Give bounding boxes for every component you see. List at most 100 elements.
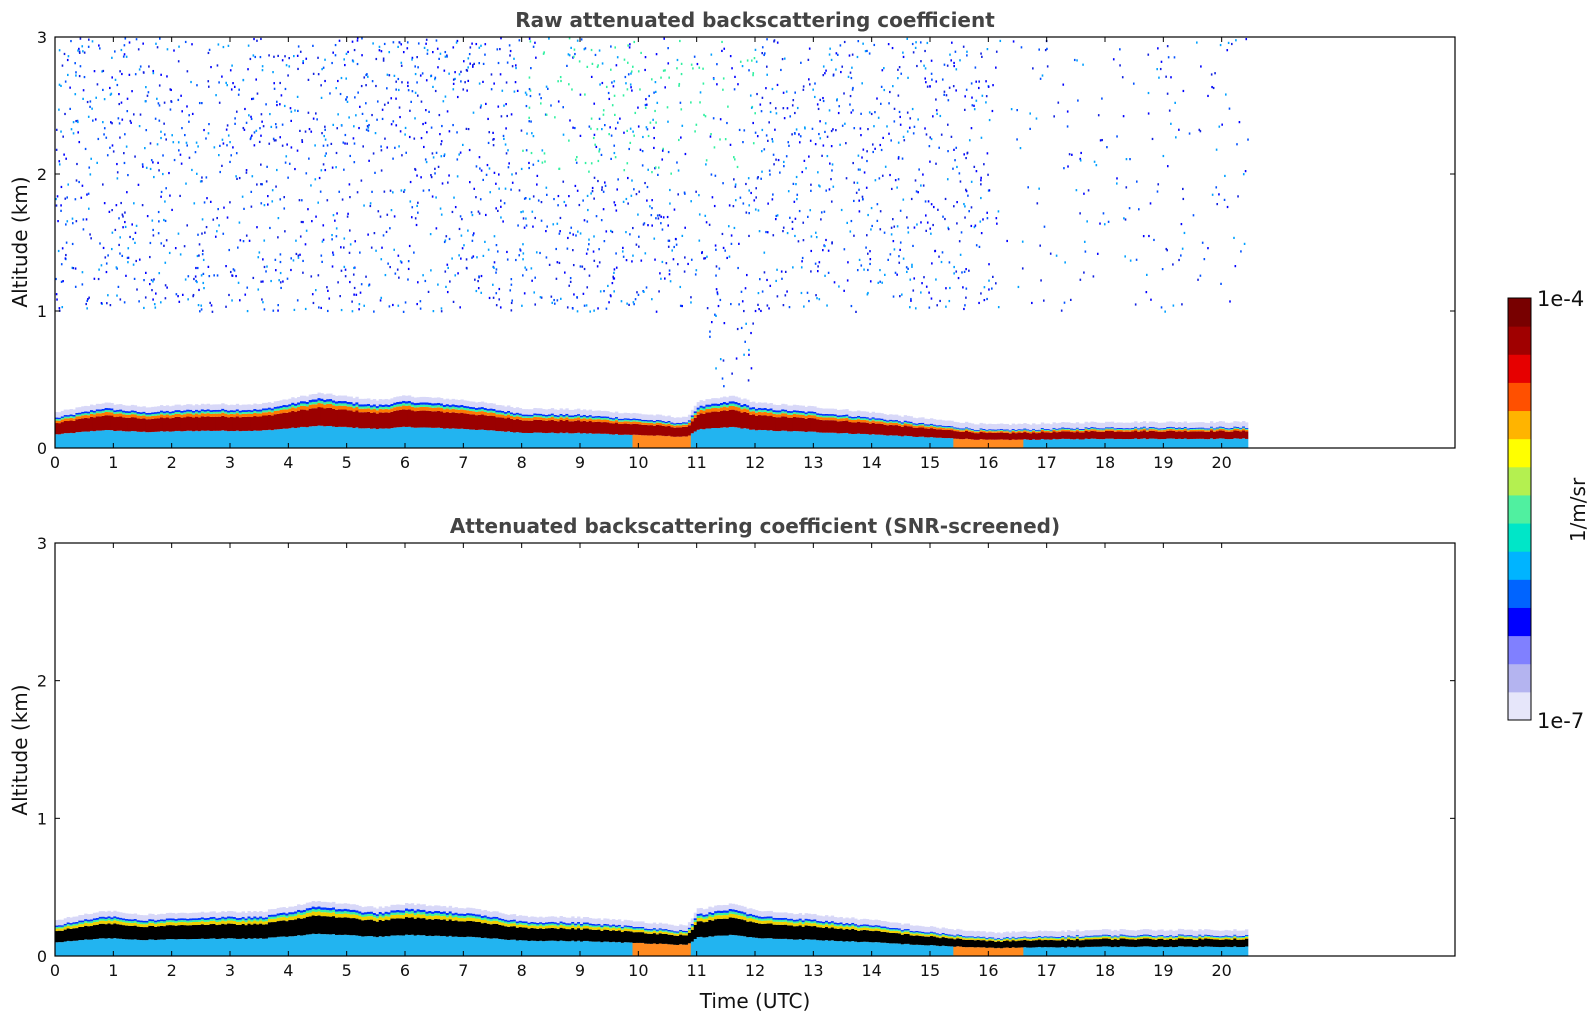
noise-point [139, 113, 142, 116]
heatmap-cell [591, 416, 595, 418]
noise-point [452, 78, 455, 81]
noise-point [578, 203, 581, 207]
noise-point [800, 291, 803, 295]
noise-point [191, 112, 194, 116]
heatmap-cell [343, 401, 348, 404]
noise-point [782, 226, 785, 229]
noise-point [443, 240, 446, 244]
heatmap-halo [743, 398, 747, 405]
noise-point [902, 51, 904, 54]
noise-point [823, 210, 826, 213]
noise-point [540, 200, 543, 204]
noise-point [471, 42, 473, 45]
heatmap-halo [381, 399, 385, 405]
heatmap-cell [142, 418, 146, 432]
heatmap-halo [757, 402, 762, 408]
noise-point [1181, 303, 1183, 306]
heatmap-column [244, 404, 248, 448]
heatmap-cell [743, 428, 747, 448]
noise-point [1150, 298, 1152, 301]
heatmap-cell [177, 430, 181, 448]
noise-point [568, 54, 571, 57]
heatmap-cell [160, 410, 164, 413]
heatmap-cell [781, 409, 785, 412]
noise-point [840, 70, 842, 74]
noise-point [187, 298, 189, 301]
heatmap-column [480, 401, 485, 448]
heatmap-cell [512, 432, 517, 448]
noise-point [603, 181, 606, 184]
heatmap-column [305, 396, 310, 448]
noise-point [286, 277, 289, 280]
noise-point [702, 82, 705, 85]
heatmap-cell [550, 417, 555, 420]
heatmap-cell [632, 418, 636, 420]
noise-point [180, 162, 183, 165]
noise-point [772, 234, 775, 237]
heatmap-cell [119, 416, 123, 431]
noise-point [492, 131, 494, 134]
heatmap-cell [317, 398, 321, 401]
noise-point [509, 289, 512, 292]
heatmap-cell [1032, 429, 1036, 431]
heatmap-column [308, 394, 313, 448]
noise-point [714, 174, 717, 177]
noise-point [959, 180, 962, 183]
noise-point [443, 69, 446, 72]
heatmap-cell [472, 414, 476, 430]
heatmap-halo [1157, 422, 1161, 429]
noise-point [536, 183, 538, 186]
heatmap-cell [475, 411, 479, 416]
noise-point [832, 128, 834, 131]
heatmap-cell [804, 412, 808, 415]
heatmap-cell [203, 409, 208, 412]
heatmap-halo [340, 395, 345, 402]
heatmap-cell [300, 409, 304, 427]
noise-point [956, 201, 958, 204]
heatmap-cell [1154, 427, 1158, 429]
heatmap-cell [906, 436, 910, 448]
noise-point [953, 272, 955, 275]
heatmap-cell [524, 420, 528, 433]
noise-point [58, 108, 60, 111]
heatmap-cell [1245, 431, 1249, 439]
noise-point [154, 117, 157, 120]
heatmap-cell [720, 405, 724, 408]
heatmap-halo [690, 409, 695, 416]
heatmap-cell [372, 412, 377, 429]
heatmap-cell [685, 426, 689, 437]
noise-point [326, 286, 328, 289]
noise-point [913, 277, 916, 280]
noise-point [719, 298, 722, 302]
heatmap-cell [839, 415, 843, 417]
noise-point [664, 86, 666, 89]
noise-point [314, 289, 317, 292]
heatmap-halo [518, 408, 523, 414]
heatmap-cell [1204, 439, 1208, 448]
heatmap-cell [1055, 428, 1059, 430]
heatmap-column [206, 403, 210, 448]
heatmap-cell [122, 417, 126, 432]
heatmap-cell [232, 412, 237, 415]
heatmap-cell [495, 410, 499, 413]
noise-point [900, 72, 903, 75]
noise-point [925, 81, 927, 84]
heatmap-cell [262, 430, 266, 448]
heatmap-cell [676, 422, 680, 425]
heatmap-halo [877, 412, 881, 419]
noise-point [277, 54, 279, 58]
noise-point [522, 252, 525, 255]
heatmap-cell [970, 430, 975, 433]
noise-point [260, 163, 262, 166]
heatmap-cell [177, 411, 181, 414]
noise-point [594, 53, 597, 57]
heatmap-cell [527, 414, 531, 417]
heatmap-cell [270, 410, 275, 413]
heatmap-cell [1061, 431, 1065, 439]
heatmap-cell [504, 413, 508, 416]
noise-point [978, 245, 981, 248]
noise-point [127, 247, 130, 250]
heatmap-halo [104, 402, 108, 408]
noise-point [487, 117, 489, 121]
heatmap-cell [253, 410, 257, 413]
